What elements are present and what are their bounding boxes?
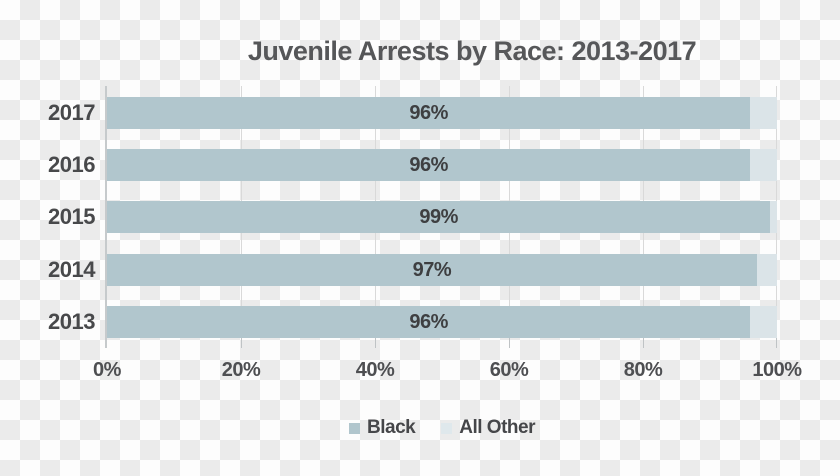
legend-swatch-black-icon xyxy=(349,422,361,434)
bar-all-other-2016 xyxy=(750,149,777,181)
x-axis-label-80: 80% xyxy=(623,359,663,381)
y-axis-label-2017: 2017 xyxy=(48,100,95,125)
plot-area: 96% 96% 99% 97% 96% xyxy=(107,86,777,338)
chart-title: Juvenile Arrests by Race: 2013-2017 xyxy=(247,36,697,66)
bar-row-2013: 96% xyxy=(107,306,777,338)
x-axis-label-100: 100% xyxy=(752,359,802,381)
bar-all-other-2013 xyxy=(750,306,777,338)
x-axis-tick xyxy=(241,338,242,348)
y-axis-label-2014: 2014 xyxy=(48,257,95,282)
bar-black-2015: 99% xyxy=(107,201,771,233)
bar-all-other-2017 xyxy=(750,97,777,129)
y-axis-label-2015: 2015 xyxy=(48,204,95,229)
x-axis-label-60: 60% xyxy=(489,359,529,381)
x-axis-tick xyxy=(776,338,777,348)
bar-black-2013: 96% xyxy=(107,306,751,338)
bar-value-label: 99% xyxy=(419,205,458,228)
bar-black-2014: 97% xyxy=(107,254,757,286)
x-axis-tick xyxy=(643,338,644,348)
bar-black-2016: 96% xyxy=(107,149,751,181)
x-axis-label-0: 0% xyxy=(93,359,121,381)
bar-row-2017: 96% xyxy=(107,97,777,129)
legend-item-black: Black xyxy=(349,417,416,439)
y-axis-line xyxy=(105,86,107,348)
bar-row-2016: 96% xyxy=(107,149,777,181)
y-axis-label-2016: 2016 xyxy=(48,152,95,177)
legend: Black All Other xyxy=(107,417,777,439)
bar-all-other-2015 xyxy=(770,201,777,233)
x-axis-label-40: 40% xyxy=(355,359,395,381)
y-axis-label-2013: 2013 xyxy=(48,309,95,334)
bar-value-label: 96% xyxy=(409,101,448,124)
x-axis-label-20: 20% xyxy=(221,359,261,381)
legend-label-black: Black xyxy=(367,417,416,438)
legend-label-all-other: All Other xyxy=(459,417,535,438)
x-axis-tick xyxy=(509,338,510,348)
bar-row-2015: 99% xyxy=(107,201,777,233)
bar-value-label: 96% xyxy=(409,310,448,333)
bar-all-other-2014 xyxy=(756,254,777,286)
bar-value-label: 97% xyxy=(412,258,452,281)
bar-black-2017: 96% xyxy=(107,97,751,129)
bar-value-label: 96% xyxy=(409,153,448,176)
legend-swatch-all-other-icon xyxy=(441,422,453,434)
bar-row-2014: 97% xyxy=(107,254,777,286)
legend-item-all-other: All Other xyxy=(441,417,535,439)
x-axis-tick xyxy=(375,338,376,348)
